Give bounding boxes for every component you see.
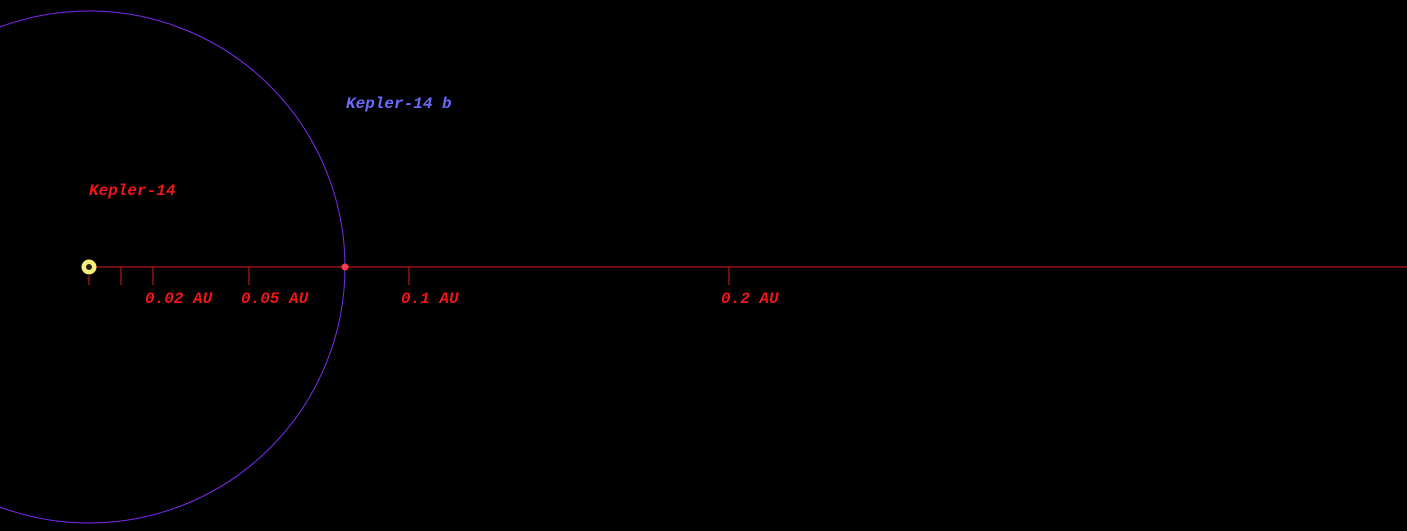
star-core bbox=[86, 264, 92, 270]
scale-tick-label: 0.2 AU bbox=[721, 290, 779, 308]
planet-label: Kepler-14 b bbox=[346, 95, 452, 113]
scale-tick-label: 0.1 AU bbox=[401, 290, 459, 308]
star-label: Kepler-14 bbox=[89, 182, 176, 200]
planet bbox=[341, 263, 349, 271]
scale-tick-label: 0.05 AU bbox=[241, 290, 309, 308]
scale-tick-label: 0.02 AU bbox=[145, 290, 213, 308]
